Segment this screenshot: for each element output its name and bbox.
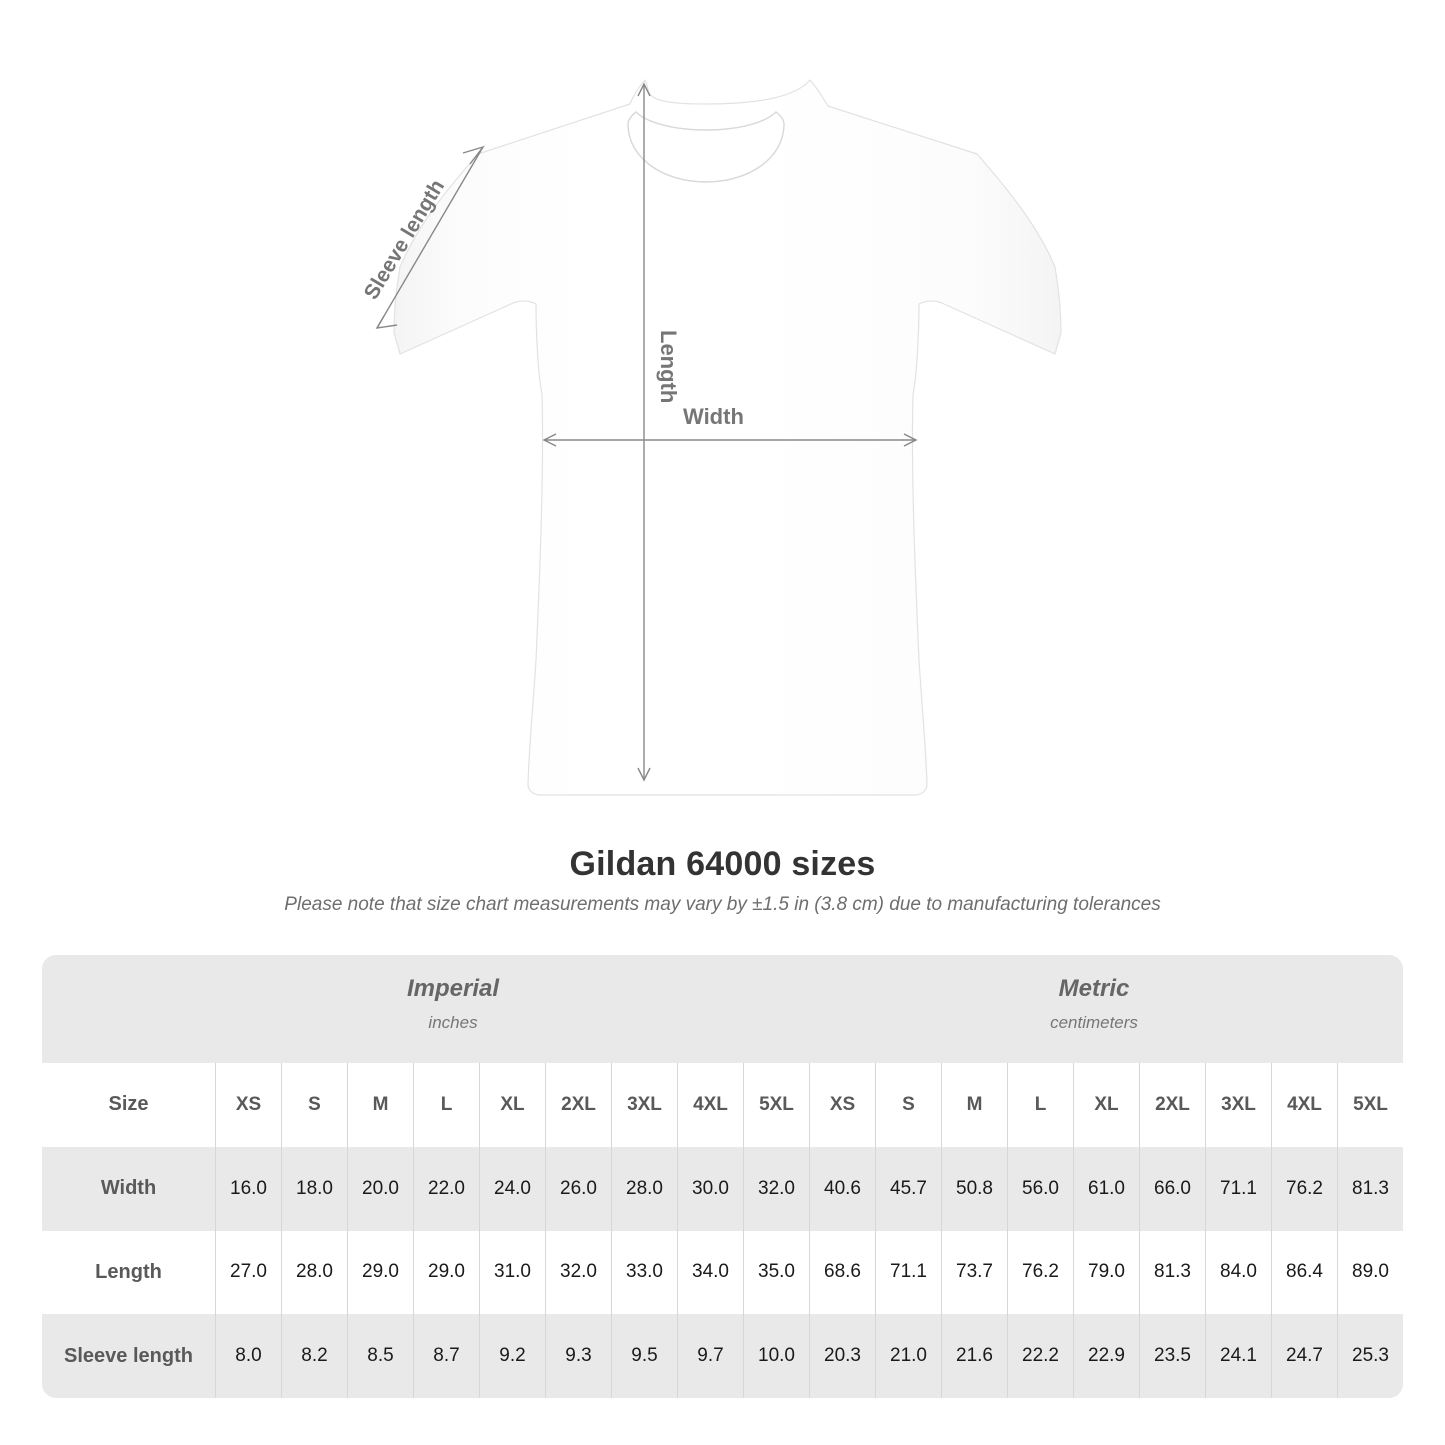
svg-text:Length: Length	[656, 330, 681, 403]
svg-text:Width: Width	[683, 404, 744, 429]
